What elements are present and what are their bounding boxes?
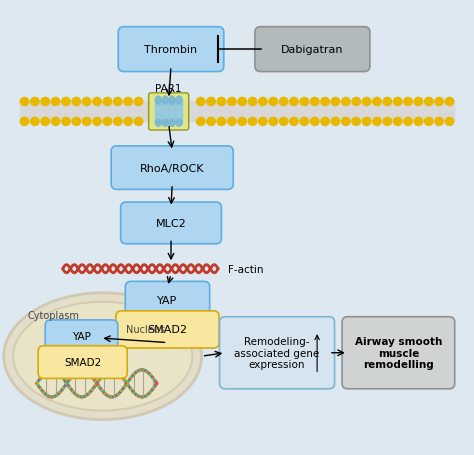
Circle shape [425,118,433,126]
Circle shape [217,118,226,126]
Ellipse shape [13,302,192,411]
Circle shape [269,98,277,106]
Circle shape [362,118,371,126]
Circle shape [404,98,412,106]
FancyBboxPatch shape [219,317,335,389]
Text: F-actin: F-actin [228,264,263,274]
Circle shape [445,98,454,106]
Circle shape [207,118,215,126]
Circle shape [331,118,340,126]
Circle shape [72,118,81,126]
Text: MLC2: MLC2 [155,218,186,228]
Circle shape [114,118,122,126]
FancyBboxPatch shape [120,202,221,244]
Circle shape [290,118,298,126]
Ellipse shape [176,120,182,127]
Circle shape [72,98,81,106]
Circle shape [425,98,433,106]
Circle shape [248,98,257,106]
Circle shape [393,98,402,106]
Circle shape [103,98,112,106]
Ellipse shape [155,97,161,105]
Circle shape [259,118,267,126]
Circle shape [197,98,205,106]
Text: RhoA/ROCK: RhoA/ROCK [140,163,204,173]
Circle shape [41,118,49,126]
Circle shape [435,118,443,126]
Circle shape [352,98,360,106]
Text: Airway smooth
muscle
remodelling: Airway smooth muscle remodelling [355,336,442,369]
FancyBboxPatch shape [116,311,219,348]
Text: YAP: YAP [157,295,178,305]
FancyBboxPatch shape [45,320,118,353]
Ellipse shape [4,293,201,420]
Circle shape [300,98,309,106]
Circle shape [134,118,143,126]
Text: PAR1: PAR1 [155,84,182,94]
Text: Thrombin: Thrombin [145,45,198,55]
Circle shape [383,118,392,126]
Circle shape [414,98,423,106]
Ellipse shape [176,97,182,105]
Circle shape [352,118,360,126]
Circle shape [404,118,412,126]
Text: SMAD2: SMAD2 [64,357,101,367]
Circle shape [342,98,350,106]
Circle shape [238,98,246,106]
Circle shape [238,118,246,126]
Circle shape [134,98,143,106]
Text: Remodeling-
associated gene
expression: Remodeling- associated gene expression [235,336,319,369]
Circle shape [62,98,70,106]
Circle shape [362,98,371,106]
Circle shape [321,118,329,126]
Circle shape [124,98,132,106]
Circle shape [103,118,112,126]
Text: Nucleus: Nucleus [126,324,165,334]
Circle shape [197,118,205,126]
Circle shape [300,118,309,126]
Text: Dabigatran: Dabigatran [281,45,344,55]
Bar [155,101,161,123]
Circle shape [269,118,277,126]
Circle shape [310,118,319,126]
FancyBboxPatch shape [111,147,233,190]
Circle shape [207,98,215,106]
Circle shape [259,98,267,106]
Circle shape [228,118,236,126]
FancyBboxPatch shape [149,94,189,131]
Circle shape [435,98,443,106]
Circle shape [310,98,319,106]
Ellipse shape [162,120,168,127]
Ellipse shape [155,120,161,127]
Ellipse shape [169,120,175,127]
Circle shape [393,118,402,126]
Circle shape [279,118,288,126]
FancyBboxPatch shape [38,346,127,379]
Circle shape [82,98,91,106]
Ellipse shape [162,97,168,105]
Circle shape [62,118,70,126]
FancyBboxPatch shape [342,317,455,389]
Circle shape [414,118,423,126]
Circle shape [51,118,60,126]
Circle shape [31,118,39,126]
Circle shape [20,118,29,126]
Circle shape [124,118,132,126]
Circle shape [373,98,381,106]
Text: SMAD2: SMAD2 [147,325,188,335]
Circle shape [331,98,340,106]
Bar [169,101,175,123]
Bar [163,101,168,123]
Circle shape [93,118,101,126]
Circle shape [20,98,29,106]
Circle shape [31,98,39,106]
Circle shape [321,98,329,106]
Circle shape [228,98,236,106]
Circle shape [383,98,392,106]
Circle shape [342,118,350,126]
Circle shape [445,118,454,126]
FancyBboxPatch shape [255,28,370,72]
Ellipse shape [169,97,175,105]
Circle shape [51,98,60,106]
